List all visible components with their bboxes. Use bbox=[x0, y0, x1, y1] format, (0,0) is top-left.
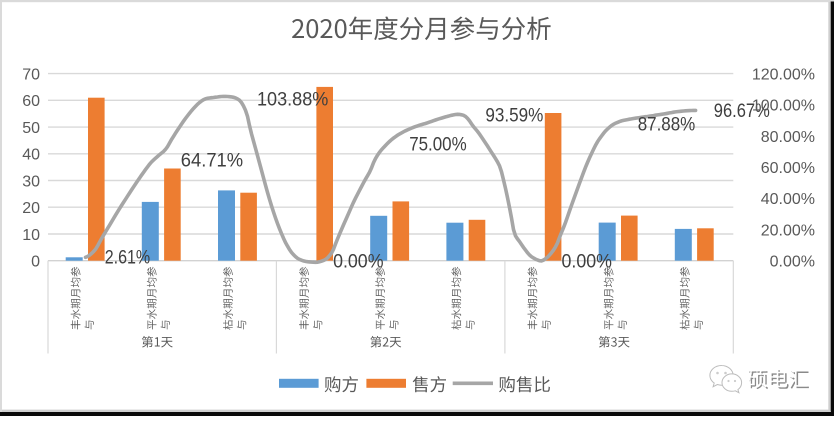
svg-text:103.88%: 103.88% bbox=[257, 90, 328, 111]
svg-text:87.88%: 87.88% bbox=[638, 115, 696, 136]
svg-text:100.00%: 100.00% bbox=[752, 98, 815, 115]
svg-text:2.61%: 2.61% bbox=[105, 248, 151, 269]
svg-text:0.00%: 0.00% bbox=[770, 254, 815, 271]
svg-text:60.00%: 60.00% bbox=[761, 160, 815, 177]
svg-text:30: 30 bbox=[22, 173, 40, 190]
svg-text:60: 60 bbox=[22, 93, 40, 110]
svg-text:0.00%: 0.00% bbox=[333, 252, 383, 273]
svg-text:10: 10 bbox=[22, 227, 40, 244]
svg-text:0: 0 bbox=[31, 254, 40, 271]
svg-text:80.00%: 80.00% bbox=[761, 129, 815, 146]
svg-text:40.00%: 40.00% bbox=[761, 191, 815, 208]
svg-text:64.71%: 64.71% bbox=[181, 151, 243, 172]
svg-text:50: 50 bbox=[22, 120, 40, 137]
svg-text:96.67%: 96.67% bbox=[714, 101, 770, 122]
svg-text:75.00%: 75.00% bbox=[409, 135, 467, 156]
svg-text:20: 20 bbox=[22, 200, 40, 217]
svg-text:70: 70 bbox=[22, 66, 40, 83]
svg-text:0.00%: 0.00% bbox=[562, 252, 612, 273]
svg-text:20.00%: 20.00% bbox=[761, 222, 815, 239]
svg-text:40: 40 bbox=[22, 147, 40, 164]
svg-text:93.59%: 93.59% bbox=[485, 106, 543, 127]
svg-text:120.00%: 120.00% bbox=[752, 66, 815, 83]
